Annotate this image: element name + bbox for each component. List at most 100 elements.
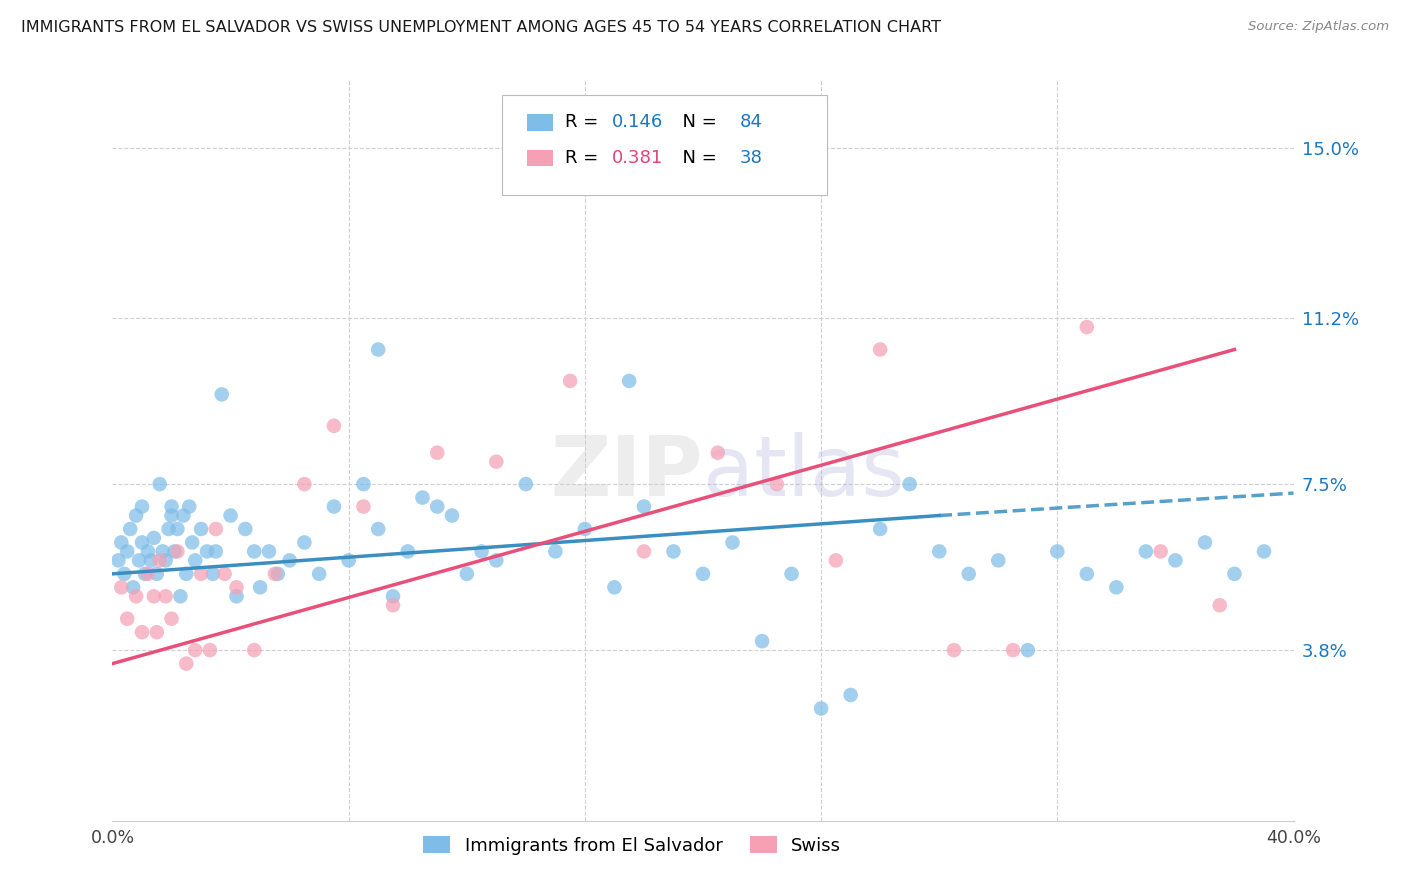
- Point: [125, 589, 148, 603]
- Point: [382, 599, 405, 613]
- Point: [456, 566, 478, 581]
- Point: [117, 612, 138, 626]
- Point: [225, 580, 247, 594]
- Point: [810, 701, 832, 715]
- Point: [125, 508, 148, 523]
- Point: [869, 343, 891, 357]
- FancyBboxPatch shape: [527, 150, 553, 166]
- Point: [174, 566, 197, 581]
- Point: [382, 589, 405, 603]
- Point: [257, 544, 280, 558]
- Legend: Immigrants from El Salvador, Swiss: Immigrants from El Salvador, Swiss: [416, 829, 848, 862]
- Point: [243, 643, 266, 657]
- Text: atlas: atlas: [703, 432, 904, 513]
- Text: R =: R =: [565, 149, 603, 167]
- Point: [1150, 544, 1173, 558]
- Point: [323, 418, 346, 433]
- Point: [1223, 566, 1246, 581]
- Point: [146, 625, 169, 640]
- Point: [131, 625, 153, 640]
- Point: [1194, 535, 1216, 549]
- Point: [128, 553, 150, 567]
- Point: [957, 566, 980, 581]
- Point: [323, 500, 346, 514]
- Point: [869, 522, 891, 536]
- Point: [174, 657, 197, 671]
- Point: [160, 508, 183, 523]
- Point: [470, 544, 494, 558]
- Point: [172, 508, 194, 523]
- Point: [110, 535, 132, 549]
- Point: [149, 477, 172, 491]
- Point: [205, 544, 228, 558]
- Point: [426, 500, 449, 514]
- Point: [136, 566, 159, 581]
- Point: [146, 566, 169, 581]
- Point: [264, 566, 287, 581]
- Point: [1135, 544, 1157, 558]
- Point: [1046, 544, 1069, 558]
- Point: [485, 455, 508, 469]
- Text: IMMIGRANTS FROM EL SALVADOR VS SWISS UNEMPLOYMENT AMONG AGES 45 TO 54 YEARS CORR: IMMIGRANTS FROM EL SALVADOR VS SWISS UNE…: [21, 20, 941, 35]
- Point: [155, 589, 177, 603]
- FancyBboxPatch shape: [502, 95, 827, 195]
- Point: [751, 634, 773, 648]
- Text: 0.146: 0.146: [612, 113, 664, 131]
- Point: [898, 477, 921, 491]
- Point: [243, 544, 266, 558]
- Point: [249, 580, 271, 594]
- Point: [110, 580, 132, 594]
- Point: [166, 522, 188, 536]
- Point: [184, 553, 207, 567]
- Point: [160, 612, 183, 626]
- Text: R =: R =: [565, 113, 603, 131]
- Point: [633, 544, 655, 558]
- Point: [337, 553, 360, 567]
- Point: [219, 508, 242, 523]
- Point: [107, 553, 129, 567]
- Point: [195, 544, 218, 558]
- Point: [412, 491, 434, 505]
- Point: [308, 566, 330, 581]
- Point: [560, 374, 582, 388]
- Point: [190, 522, 212, 536]
- Point: [160, 500, 183, 514]
- Point: [190, 566, 212, 581]
- Point: [163, 544, 186, 558]
- Text: Source: ZipAtlas.com: Source: ZipAtlas.com: [1249, 20, 1389, 33]
- Point: [1253, 544, 1275, 558]
- Text: 0.381: 0.381: [612, 149, 664, 167]
- Point: [352, 477, 374, 491]
- Point: [1076, 566, 1098, 581]
- Point: [751, 163, 773, 178]
- Point: [155, 553, 177, 567]
- Text: N =: N =: [671, 149, 723, 167]
- Point: [721, 535, 744, 549]
- Point: [633, 500, 655, 514]
- Point: [928, 544, 950, 558]
- Point: [157, 522, 180, 536]
- Point: [367, 522, 389, 536]
- Point: [603, 580, 626, 594]
- Point: [198, 643, 221, 657]
- Point: [117, 544, 138, 558]
- FancyBboxPatch shape: [527, 114, 553, 130]
- Point: [112, 566, 135, 581]
- Point: [544, 544, 567, 558]
- Point: [396, 544, 419, 558]
- Point: [139, 553, 162, 567]
- Point: [267, 566, 290, 581]
- Point: [205, 522, 228, 536]
- Point: [1164, 553, 1187, 567]
- Point: [1017, 643, 1039, 657]
- Point: [987, 553, 1010, 567]
- Point: [942, 643, 965, 657]
- Point: [692, 566, 714, 581]
- Point: [574, 522, 596, 536]
- Point: [367, 343, 389, 357]
- Point: [181, 535, 204, 549]
- Point: [839, 688, 862, 702]
- Point: [233, 522, 256, 536]
- Point: [120, 522, 142, 536]
- Point: [169, 589, 191, 603]
